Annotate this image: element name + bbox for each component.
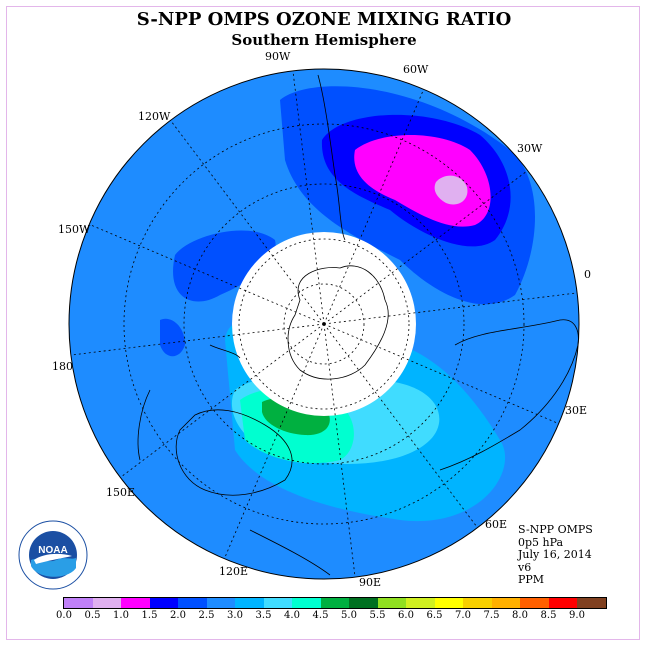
colorbar-swatch — [491, 598, 520, 608]
colorbar-tick-label: 4.5 — [312, 610, 329, 621]
asia-coast — [249, 529, 331, 576]
colorbar-tick-label: 9.0 — [569, 610, 585, 621]
colorbar-tick-label: 2.5 — [198, 610, 215, 621]
logo-text: NOAA — [38, 545, 67, 556]
colorbar-swatch — [149, 598, 178, 608]
colorbar-tick-label: 6.5 — [426, 610, 443, 621]
latitude-circle-45s — [183, 183, 465, 465]
colorbar-tick-label: 2.0 — [170, 610, 186, 621]
colorbar-swatch — [463, 598, 492, 608]
colorbar-tick-label: 7.5 — [483, 610, 500, 621]
colorbar-tick-label: 4.0 — [284, 610, 300, 621]
lon-label-60e: 60E — [485, 518, 508, 531]
map-title: S-NPP OMPS OZONE MIXING RATIO — [136, 9, 512, 30]
coastlines — [137, 74, 579, 576]
colorbar-swatch — [64, 598, 93, 608]
latitude-circle-30s — [123, 123, 525, 525]
south-pole-marker — [322, 322, 326, 326]
colorbar-tick-label: 1.0 — [113, 610, 129, 621]
colorbar-swatch — [349, 598, 378, 608]
lon-label-120w: 120W — [138, 110, 171, 123]
colorbar-swatch — [377, 598, 406, 608]
map-outline — [68, 68, 580, 580]
graticule — [70, 70, 578, 578]
colorbar-swatch — [121, 598, 150, 608]
lon-label-150e: 150E — [106, 486, 136, 499]
region-2.0-c — [160, 318, 185, 357]
colorbar-tick-label: 8.0 — [512, 610, 528, 621]
colorbar-tick-label: 1.5 — [141, 610, 158, 621]
lon-label-0: 0 — [584, 268, 591, 281]
colorbar-swatch — [520, 598, 549, 608]
map-subtitle: Southern Hemisphere — [231, 31, 417, 49]
colorbar-swatch — [92, 598, 121, 608]
colorbar-tick-label: 6.0 — [398, 610, 414, 621]
lon-label-180: 180 — [52, 360, 73, 373]
info-block: S-NPP OMPS 0p5 hPa July 16, 2014 v6 PPM — [518, 523, 593, 587]
australia-coast — [175, 409, 293, 496]
colorbar — [63, 597, 607, 609]
colorbar-swatch — [292, 598, 321, 608]
colorbar-swatch — [206, 598, 235, 608]
colorbar-swatch — [320, 598, 349, 608]
colorbar-tick-label: 0.0 — [56, 610, 72, 621]
lon-label-30e: 30E — [565, 404, 588, 417]
info-date: July 16, 2014 — [518, 548, 592, 561]
antarctica-coast — [287, 265, 389, 380]
lon-label-60w: 60W — [403, 63, 429, 76]
info-instrument: S-NPP OMPS — [518, 523, 593, 536]
lon-label-90w: 90W — [265, 50, 291, 63]
colorbar-swatch — [263, 598, 292, 608]
islands-coast — [137, 389, 151, 461]
info-units: PPM — [518, 573, 545, 586]
new-zealand-coast — [209, 344, 241, 359]
noaa-logo: NOAA — [18, 520, 88, 590]
latitude-circle-75s — [283, 283, 365, 365]
frame-border — [6, 6, 640, 640]
colorbar-swatch — [406, 598, 435, 608]
lon-label-30w: 30W — [517, 142, 543, 155]
lon-label-120e: 120E — [219, 565, 249, 578]
lon-label-90e: 90E — [359, 576, 382, 589]
colorbar-swatch — [434, 598, 463, 608]
latitude-circle-60s — [238, 238, 410, 410]
lon-label-150w: 150W — [58, 223, 91, 236]
colorbar-swatch — [548, 598, 577, 608]
colorbar-swatch — [577, 598, 606, 608]
region-0.5 — [434, 175, 468, 205]
colorbar-tick-label: 3.0 — [227, 610, 243, 621]
colorbar-tick-label: 0.5 — [84, 610, 101, 621]
region-2.0-b — [173, 230, 276, 302]
colorbar-swatch — [235, 598, 264, 608]
colorbar-tick-label: 8.5 — [540, 610, 557, 621]
info-version: v6 — [518, 560, 532, 574]
colorbar-swatch — [178, 598, 207, 608]
colorbar-tick-label: 3.5 — [255, 610, 272, 621]
colorbar-tick-label: 7.0 — [455, 610, 471, 621]
south-america-coast — [317, 74, 346, 241]
colorbar-tick-label: 5.0 — [341, 610, 357, 621]
colorbar-tick-label: 5.5 — [369, 610, 386, 621]
info-pressure: 0p5 hPa — [518, 535, 564, 549]
